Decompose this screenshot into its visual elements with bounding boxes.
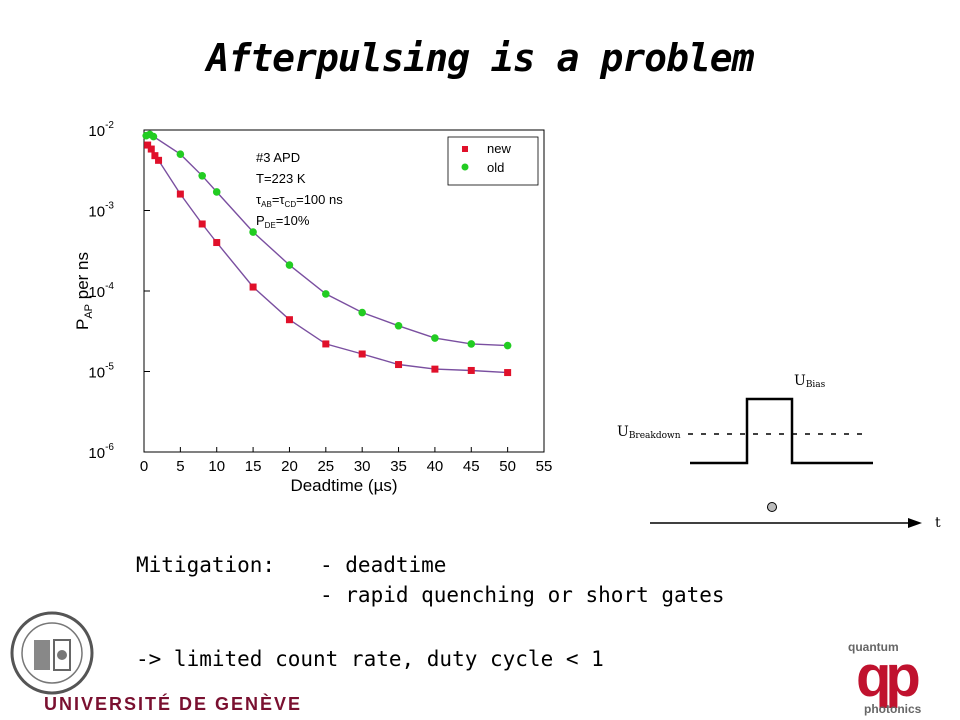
annotation-temp: T=223 K (256, 171, 306, 186)
annotation-pde: PDE=10% (256, 213, 310, 230)
u-breakdown-label: UBreakdown (617, 424, 681, 441)
x-tick-label: 35 (390, 458, 407, 475)
y-tick-label: 10-3 (88, 201, 114, 221)
data-point-new (249, 283, 257, 291)
x-tick-label: 20 (281, 458, 298, 475)
time-axis-arrow (908, 518, 922, 528)
photon-dot (767, 502, 777, 512)
annotation-box: #3 APD T=223 K τAB=τCD=100 ns PDE=10% (256, 150, 343, 230)
x-tick-label: 40 (427, 458, 444, 475)
x-tick-label: 50 (499, 458, 516, 475)
data-point-old (212, 188, 221, 196)
x-tick-label: 15 (245, 458, 262, 475)
x-tick-label: 30 (354, 458, 371, 475)
legend-box (447, 136, 539, 186)
y-tick-label: 10-2 (88, 120, 114, 140)
x-tick-label: 10 (208, 458, 225, 475)
data-point-old (176, 150, 185, 159)
data-point-old (285, 261, 294, 269)
annotation-apd: #3 APD (256, 150, 300, 165)
mitigation-label: Mitigation: (136, 553, 276, 577)
data-point-new (198, 220, 206, 228)
legend-old-marker (461, 163, 469, 171)
data-point-new (358, 350, 366, 358)
qp-logo-top: quantum (848, 640, 899, 654)
u-bias-letter: U (794, 373, 806, 389)
fit-curve-old (145, 133, 508, 347)
u-breakdown-sub: Breakdown (629, 431, 681, 441)
slide-title: Afterpulsing is a problem (206, 36, 755, 80)
mitigation-item-quenching: - rapid quenching or short gates (320, 583, 725, 607)
annotation-tau: τAB=τCD=100 ns (256, 192, 343, 209)
qp-logo-letters: qp (856, 644, 921, 709)
data-point-old (503, 341, 512, 350)
x-tick-label: 55 (536, 458, 553, 475)
legend-new-marker (462, 146, 468, 152)
data-point-old (358, 308, 366, 317)
y-tick-label: 10-5 (88, 362, 114, 382)
x-tick-label: 0 (140, 458, 148, 475)
data-point-new (467, 366, 475, 374)
y-axis-label: PAP per ns (73, 252, 95, 330)
data-point-old (431, 334, 439, 342)
x-tick-label: 25 (317, 458, 334, 475)
quantum-photonics-logo: quantum qp photonics (848, 640, 922, 716)
data-point-old (394, 321, 403, 330)
university-seal-icon (10, 611, 94, 695)
x-tick-label: 5 (176, 458, 184, 475)
data-point-old (249, 228, 257, 236)
university-name: UNIVERSITÉ DE GENÈVE (44, 694, 303, 714)
u-bias-sub: Bias (806, 380, 826, 390)
x-tick-label: 45 (463, 458, 480, 475)
data-point-new (504, 369, 512, 377)
data-point-new (144, 141, 152, 149)
data-point-old (467, 340, 476, 348)
data-point-new (285, 316, 293, 324)
data-point-new (151, 152, 159, 160)
data-point-new (155, 156, 163, 164)
pulse-diagram: UBias UBreakdown t (617, 373, 941, 531)
bias-pulse-line (690, 397, 873, 465)
x-axis-label: Deadtime (µs) (290, 476, 397, 495)
data-point-new (213, 239, 221, 247)
data-point-new (322, 340, 330, 348)
consequence-text: -> limited count rate, duty cycle < 1 (136, 647, 604, 671)
u-breakdown-letter: U (617, 424, 629, 440)
data-point-new (147, 145, 155, 153)
data-point-old (198, 171, 206, 180)
y-tick-label: 10-4 (88, 281, 114, 301)
data-point-new (395, 361, 403, 369)
data-point-new (431, 365, 439, 373)
legend-old-label: old (487, 160, 504, 175)
data-marks (142, 130, 512, 377)
afterpulsing-chart: 0 5 10 15 20 25 30 35 40 45 50 55 10-210-310-410-51… (73, 120, 553, 495)
x-ticks: 0 5 10 15 20 25 30 35 40 45 50 55 (140, 447, 553, 475)
t-label: t (935, 515, 941, 531)
data-point-new (176, 190, 184, 198)
data-point-old (149, 132, 158, 141)
y-ticks: 10-2 10-3 10-4 10-5 10-6 (88, 120, 150, 462)
u-bias-label: UBias (794, 373, 826, 390)
legend-new-label: new (487, 141, 511, 156)
mitigation-item-deadtime: - deadtime (320, 553, 447, 577)
legend: new old (447, 136, 539, 186)
qp-logo-bottom: photonics (864, 702, 922, 716)
data-point-old (322, 290, 330, 298)
y-tick-label: 10-6 (88, 442, 114, 462)
